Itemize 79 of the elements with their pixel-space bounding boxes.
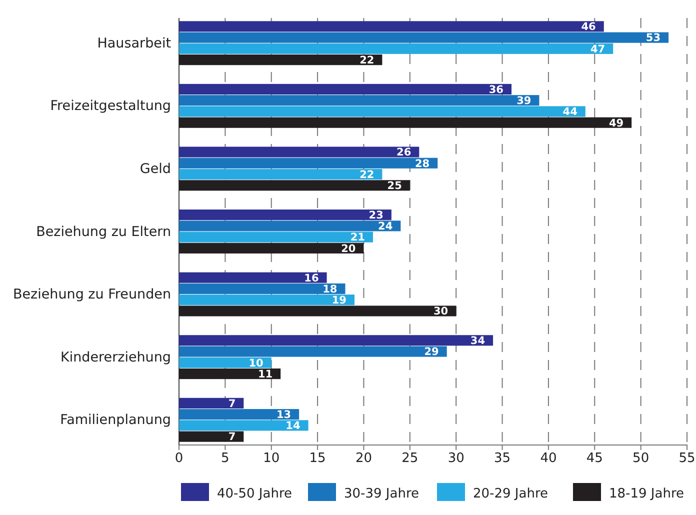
data-label: 34 xyxy=(470,335,486,348)
legend-label: 40-50 Jahre xyxy=(217,486,292,502)
bar xyxy=(179,242,364,254)
x-tick-label: 40 xyxy=(540,451,557,466)
data-label: 30 xyxy=(433,306,448,318)
data-label: 16 xyxy=(304,272,319,284)
bar xyxy=(179,232,373,242)
bar xyxy=(179,84,512,95)
bar xyxy=(179,54,382,66)
data-label: 47 xyxy=(590,43,606,56)
data-label: 44 xyxy=(562,106,578,118)
bar xyxy=(179,210,392,220)
bar xyxy=(179,420,308,431)
data-label: 24 xyxy=(378,220,393,233)
bar xyxy=(179,95,540,106)
data-label: 26 xyxy=(396,146,412,159)
bar xyxy=(179,272,327,283)
x-tick-label: 5 xyxy=(221,451,230,466)
x-tick-label: 20 xyxy=(355,451,372,466)
bar xyxy=(179,294,354,306)
y-tick-label: Kindererziehung xyxy=(60,349,171,366)
bar xyxy=(179,357,272,368)
data-label: 7 xyxy=(228,431,236,444)
data-label: 11 xyxy=(258,368,273,380)
bar xyxy=(179,398,244,408)
bar xyxy=(179,117,632,128)
bar xyxy=(179,43,614,54)
data-label: 20 xyxy=(341,242,356,255)
bar xyxy=(179,168,382,180)
bar xyxy=(179,368,281,380)
bar xyxy=(179,346,447,357)
data-label: 22 xyxy=(360,168,374,181)
x-tick-label: 0 xyxy=(174,451,184,466)
y-tick-label: Freizeitgestaltung xyxy=(50,98,171,114)
data-label: 14 xyxy=(286,420,300,432)
bar xyxy=(179,409,300,420)
data-label: 18 xyxy=(322,283,338,296)
bar xyxy=(179,335,494,346)
data-label: 53 xyxy=(646,32,661,44)
data-label: 36 xyxy=(488,84,504,96)
y-tick-label: Geld xyxy=(140,161,171,178)
x-tick-label: 55 xyxy=(678,451,696,466)
data-label: 25 xyxy=(387,180,402,192)
data-label: 39 xyxy=(516,95,532,108)
y-tick-label: Hausarbeit xyxy=(97,35,171,52)
x-tick-label: 50 xyxy=(632,451,650,466)
x-tick-label: 45 xyxy=(586,451,603,466)
legend-label: 18-19 Jahre xyxy=(609,486,684,502)
x-tick-label: 10 xyxy=(263,451,280,466)
data-label: 23 xyxy=(368,209,384,222)
legend-label: 20-29 Jahre xyxy=(473,486,548,502)
bar xyxy=(179,431,244,442)
data-label: 22 xyxy=(360,54,374,66)
x-tick-label: 30 xyxy=(448,451,464,466)
y-tick-label: Familienplanung xyxy=(60,412,171,428)
x-tick-label: 35 xyxy=(494,451,511,466)
x-tick-label: 15 xyxy=(309,451,326,466)
bar xyxy=(179,220,401,232)
bar xyxy=(179,306,456,316)
data-label: 10 xyxy=(248,357,264,370)
bar xyxy=(179,32,669,43)
data-label: 21 xyxy=(350,232,365,244)
bar xyxy=(179,146,420,158)
bar xyxy=(179,158,438,168)
bar xyxy=(179,106,586,117)
data-label: 7 xyxy=(228,398,236,410)
data-label: 19 xyxy=(332,294,346,307)
data-label: 49 xyxy=(608,117,624,130)
bar xyxy=(179,21,604,32)
data-label: 46 xyxy=(581,21,596,34)
bar xyxy=(179,283,346,294)
x-tick-label: 25 xyxy=(402,451,418,466)
bar xyxy=(179,180,410,191)
data-label: 28 xyxy=(414,158,430,170)
y-tick-label: Beziehung zu Eltern xyxy=(36,224,171,240)
y-tick-label: Beziehung zu Freunden xyxy=(12,286,171,303)
data-label: 29 xyxy=(424,346,439,358)
data-label: 13 xyxy=(276,408,292,421)
legend-label: 30-39 Jahre xyxy=(344,486,420,502)
